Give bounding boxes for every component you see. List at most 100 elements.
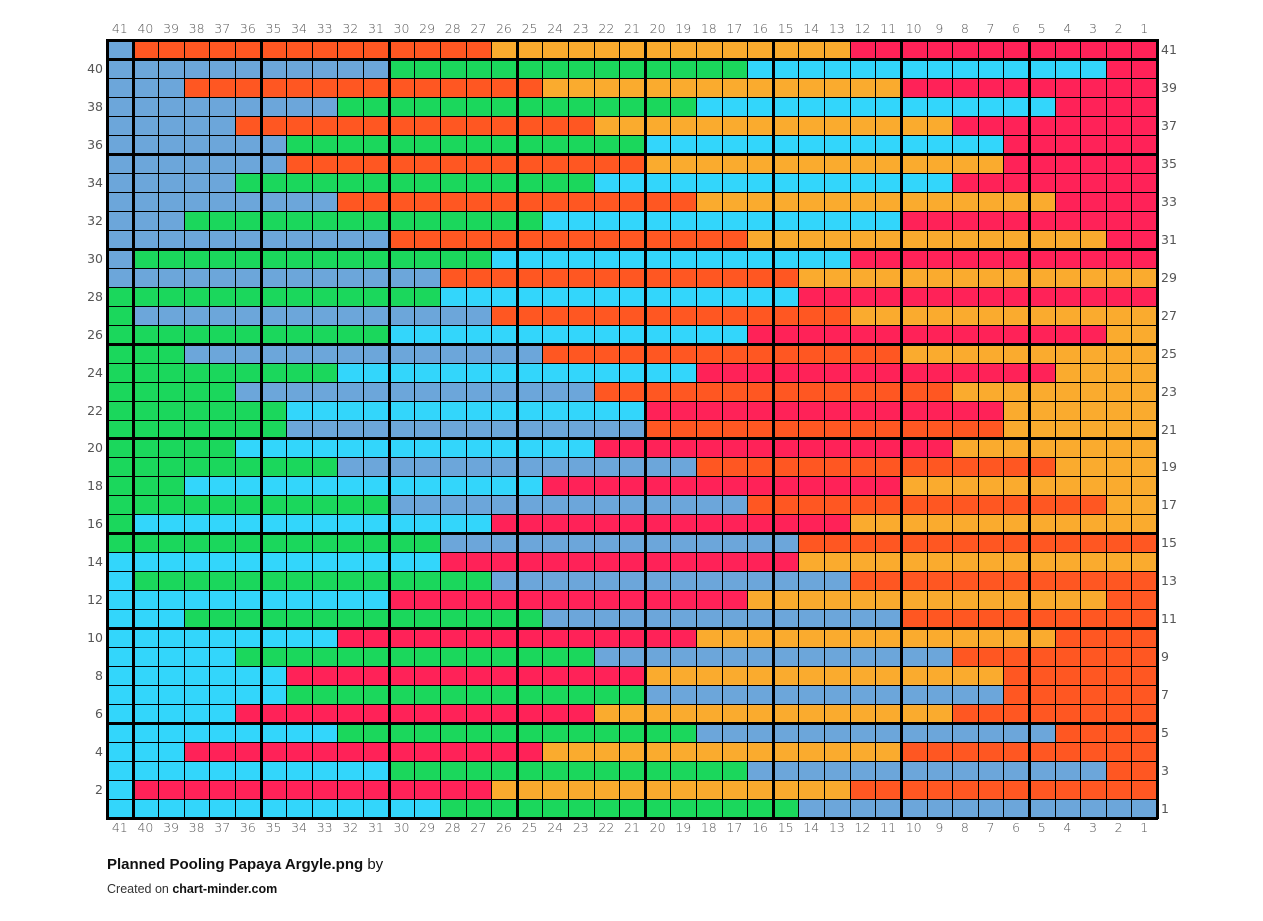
stitch-cell [748, 268, 773, 287]
stitch-cell [492, 496, 517, 515]
stitch-cell [953, 59, 978, 78]
stitch-cell [953, 306, 978, 325]
stitch-cell [338, 800, 364, 818]
stitch-cell [671, 173, 697, 192]
stitch-cell [671, 211, 697, 230]
stitch-cell [901, 496, 927, 515]
stitch-cell [338, 192, 364, 211]
stitch-cell [927, 59, 953, 78]
stitch-cell [722, 667, 748, 686]
stitch-cell [159, 344, 184, 363]
row-label: 32 [87, 212, 103, 228]
col-label-top: 27 [470, 21, 487, 36]
row-label: 8 [95, 668, 103, 684]
stitch-cell [287, 173, 312, 192]
stitch-cell [1055, 800, 1081, 818]
stitch-cell [901, 173, 927, 192]
stitch-cell [1004, 800, 1029, 818]
stitch-cell [978, 306, 1004, 325]
col-label-top: 3 [1088, 21, 1097, 36]
stitch-cell [620, 211, 645, 230]
stitch-cell [1029, 610, 1055, 629]
col-label-top: 4 [1063, 21, 1072, 36]
stitch-cell [697, 648, 722, 667]
stitch-cell [953, 572, 978, 591]
stitch-cell [671, 534, 697, 553]
stitch-cell [1132, 648, 1157, 667]
stitch-cell [748, 41, 773, 59]
stitch-cell [543, 173, 568, 192]
stitch-cell [645, 249, 671, 268]
row-label: 28 [87, 288, 103, 304]
stitch-cell [133, 591, 159, 610]
stitch-cell [338, 363, 364, 382]
col-label-bottom: 22 [598, 820, 615, 835]
stitch-cell [594, 534, 620, 553]
col-label-top: 11 [880, 21, 897, 36]
stitch-cell [184, 382, 210, 401]
stitch-cell [568, 306, 594, 325]
stitch-cell [440, 325, 466, 344]
stitch-cell [312, 59, 338, 78]
stitch-cell [1004, 268, 1029, 287]
stitch-cell [287, 97, 312, 116]
stitch-cell [876, 477, 901, 496]
stitch-cell [1029, 306, 1055, 325]
stitch-cell [1106, 97, 1132, 116]
stitch-cell [415, 458, 440, 477]
stitch-cell [440, 97, 466, 116]
stitch-cell [364, 306, 389, 325]
stitch-cell [722, 610, 748, 629]
col-label-top: 22 [598, 21, 615, 36]
stitch-cell [722, 116, 748, 135]
stitch-cell [799, 534, 825, 553]
stitch-cell [108, 59, 133, 78]
stitch-cell [901, 325, 927, 344]
stitch-cell [876, 667, 901, 686]
stitch-cell [568, 59, 594, 78]
stitch-cell [901, 154, 927, 173]
stitch-cell [287, 496, 312, 515]
stitch-cell [440, 420, 466, 439]
stitch-cell [1029, 572, 1055, 591]
col-label-bottom: 3 [1088, 820, 1097, 835]
stitch-cell [108, 667, 133, 686]
stitch-cell [133, 287, 159, 306]
stitch-cell [645, 59, 671, 78]
stitch-cell [620, 78, 645, 97]
stitch-cell [415, 781, 440, 800]
stitch-cell [236, 572, 261, 591]
stitch-cell [825, 382, 850, 401]
stitch-cell [159, 154, 184, 173]
stitch-cell [261, 610, 287, 629]
col-label-bottom: 41 [111, 820, 128, 835]
stitch-cell [312, 135, 338, 154]
stitch-cell [440, 401, 466, 420]
stitch-cell [338, 496, 364, 515]
stitch-cell [312, 230, 338, 249]
stitch-cell [1004, 325, 1029, 344]
stitch-cell [543, 705, 568, 724]
stitch-cell [876, 401, 901, 420]
stitch-cell [1004, 382, 1029, 401]
stitch-cell [338, 534, 364, 553]
stitch-cell [364, 211, 389, 230]
stitch-cell [568, 629, 594, 648]
stitch-cell [1081, 325, 1106, 344]
stitch-cell [568, 41, 594, 59]
stitch-cell [261, 230, 287, 249]
stitch-cell [440, 477, 466, 496]
stitch-cell [1004, 515, 1029, 534]
stitch-cell [133, 515, 159, 534]
stitch-cell [338, 458, 364, 477]
stitch-cell [466, 420, 492, 439]
stitch-cell [133, 743, 159, 762]
stitch-cell [440, 762, 466, 781]
site-link[interactable]: chart-minder.com [172, 882, 278, 896]
stitch-cell [543, 382, 568, 401]
stitch-cell [466, 610, 492, 629]
stitch-cell [133, 420, 159, 439]
stitch-cell [1055, 230, 1081, 249]
stitch-cell [184, 78, 210, 97]
col-label-bottom: 29 [419, 820, 436, 835]
